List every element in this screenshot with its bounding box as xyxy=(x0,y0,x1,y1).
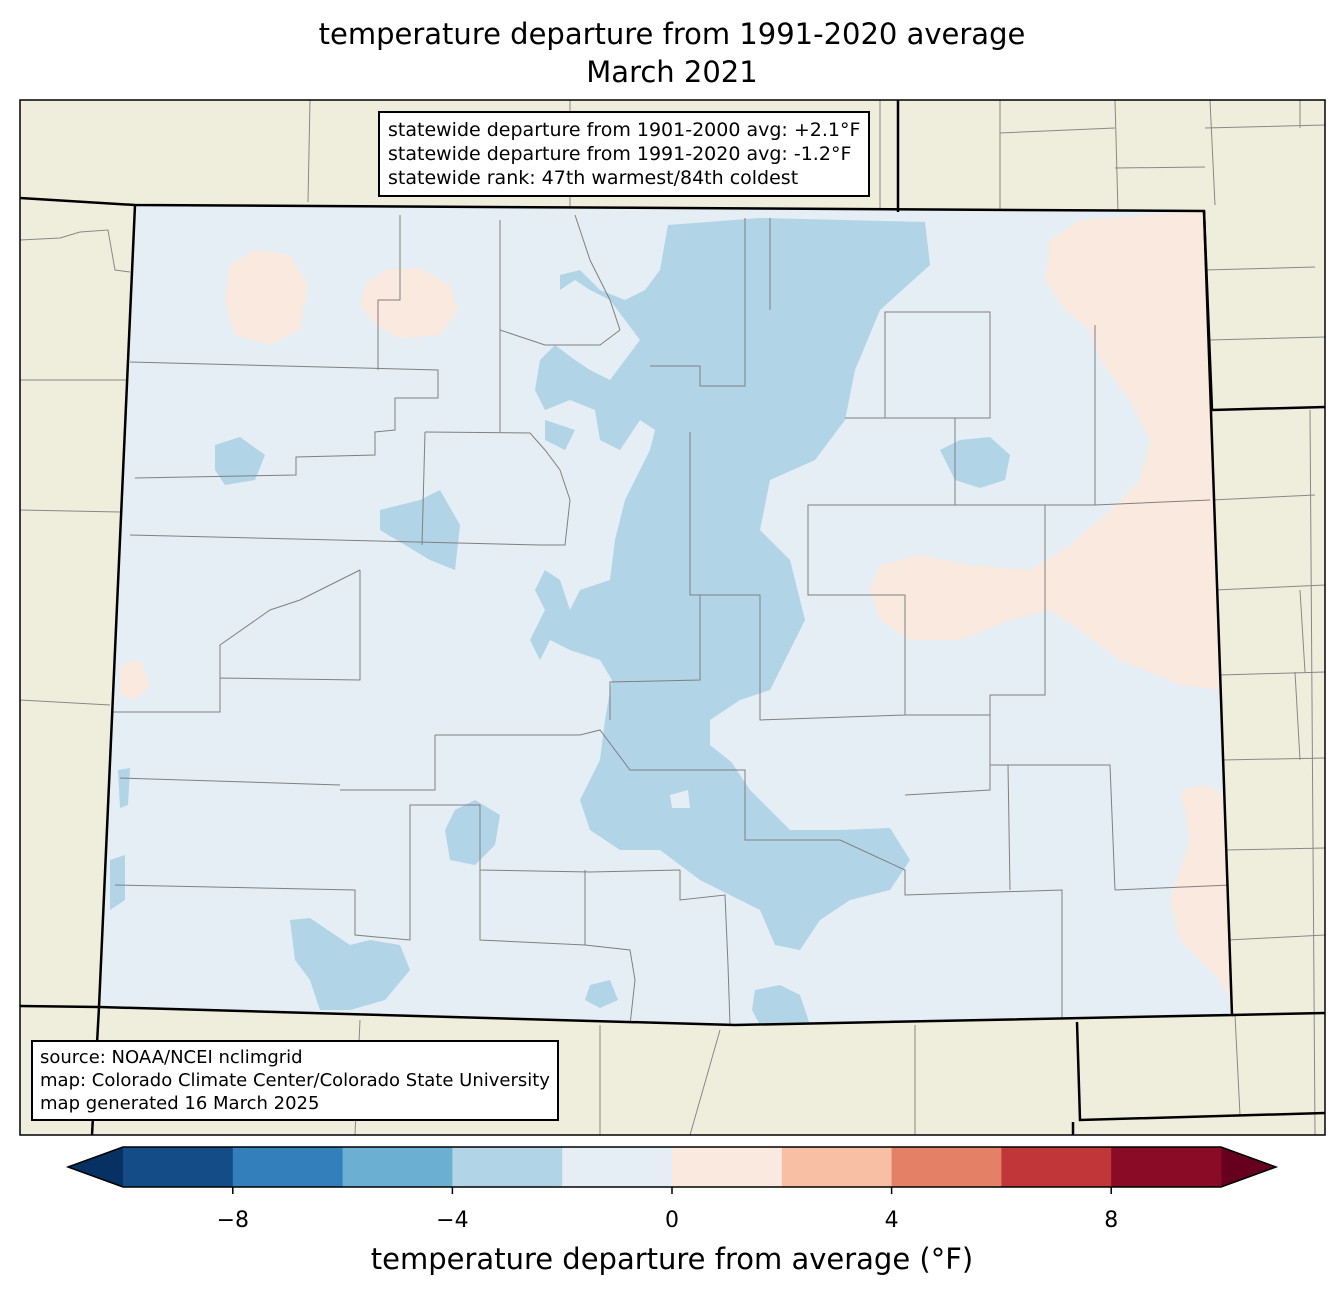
stats-line-3: statewide rank: 47th warmest/84th coldes… xyxy=(388,167,799,189)
colorbar-bin xyxy=(781,1147,893,1187)
county-lines xyxy=(110,214,1232,1025)
cool-region-front-range xyxy=(530,218,930,950)
colorbar-outline xyxy=(65,1146,1279,1188)
colorbar-bin xyxy=(672,1147,783,1187)
colorbar-tick-label: −8 xyxy=(216,1208,250,1233)
colorbar-bin xyxy=(123,1147,234,1187)
source-line-2: map: Colorado Climate Center/Colorado St… xyxy=(40,1070,550,1091)
colorbar-bin xyxy=(891,1147,1002,1187)
departure-contours xyxy=(110,211,1232,1025)
colorbar-bin xyxy=(452,1147,563,1187)
colorbar-tick-label: 4 xyxy=(884,1208,899,1233)
source-box: source: NOAA/NCEI nclimgrid map: Colorad… xyxy=(31,1040,559,1121)
colorbar xyxy=(65,1146,1279,1194)
colorbar-extend-high xyxy=(1221,1147,1276,1187)
colorbar-bin xyxy=(232,1147,344,1187)
colorbar-bin xyxy=(1001,1147,1112,1187)
source-line-1: source: NOAA/NCEI nclimgrid xyxy=(40,1047,303,1068)
warm-region-east xyxy=(870,211,1220,690)
colorbar-tick-label: 8 xyxy=(1104,1208,1119,1233)
colorbar-bin xyxy=(1111,1147,1222,1187)
map-frame xyxy=(19,99,1326,1136)
colorbar-label: temperature departure from average (°F) xyxy=(370,1242,974,1276)
stats-line-1: statewide departure from 1901-2000 avg: … xyxy=(388,119,861,141)
chart-title: temperature departure from 1991-2020 ave… xyxy=(318,17,1026,51)
stats-line-2: statewide departure from 1991-2020 avg: … xyxy=(388,143,852,165)
chart-subtitle: March 2021 xyxy=(586,55,758,89)
colorbar-bin xyxy=(562,1147,673,1187)
colorbar-extend-low xyxy=(68,1147,123,1187)
colorbar-tick-label: 0 xyxy=(665,1208,679,1233)
colorbar-bin xyxy=(342,1147,453,1187)
colorbar-tick-label: −4 xyxy=(436,1208,469,1233)
source-line-3: map generated 16 March 2025 xyxy=(40,1093,320,1114)
statewide-stats-box: statewide departure from 1901-2000 avg: … xyxy=(378,111,871,197)
